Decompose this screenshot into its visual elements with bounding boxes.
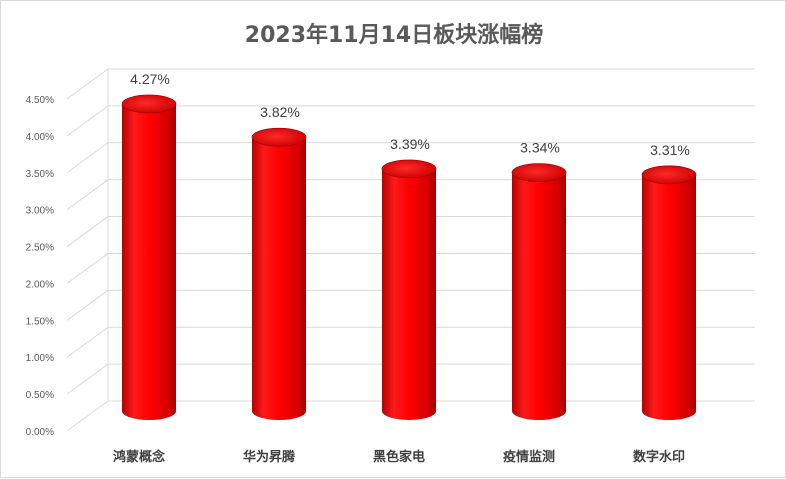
y-tick-label: 1.50% [26,316,54,327]
gridline-diagonal [66,142,109,174]
bar-body [382,168,436,420]
gridline-diagonal [66,363,109,395]
bar-body [252,137,306,420]
gridline-diagonal [66,216,109,247]
bar-cap [511,163,567,182]
gridline-diagonal [66,105,109,137]
y-tick-label: 4.00% [26,132,54,143]
bar [121,94,177,421]
bar [511,163,567,420]
y-tick-label: 3.50% [26,169,54,180]
bar-cap [641,165,697,185]
value-label: 3.39% [390,136,430,152]
gridline-diagonal [66,179,109,211]
y-axis-ticks: 0.00% 0.50% 1.00% 1.50% 2.00% 2.50% 3.00% 3.50%… [26,95,54,438]
category-labels: 鸿蒙概念 华为昇腾 黑色家电 疫情监测 数字水印 [113,449,685,465]
gridline-diagonal [66,253,109,284]
category-label: 数字水印 [633,449,685,465]
gridline-diagonal [66,400,109,432]
bar-cap [251,127,307,147]
y-tick-label: 4.50% [26,95,54,106]
y-tick-label: 2.50% [26,243,54,254]
bar-cap [121,94,177,114]
category-label: 疫情监测 [503,449,555,465]
y-tick-label: 0.00% [26,427,54,438]
bars [121,94,697,421]
bar-body [642,174,696,420]
y-tick-label: 0.50% [26,390,54,401]
category-label: 鸿蒙概念 [113,449,165,465]
value-label: 3.82% [260,104,300,120]
value-label: 3.31% [650,142,690,158]
category-label: 华为昇腾 [243,449,296,465]
category-label: 黑色家电 [373,449,425,465]
y-tick-label: 2.00% [26,279,54,290]
gridline-diagonal [66,326,109,358]
value-labels: 4.27% 3.82% 3.39% 3.34% 3.31% [130,71,690,158]
gridline-diagonal [66,68,109,100]
bar [381,159,437,420]
value-label: 4.27% [130,71,170,87]
value-label: 3.34% [520,140,560,156]
y-tick-label: 1.00% [26,353,54,364]
bar [251,127,307,420]
bar-body [512,172,566,420]
y-tick-label: 3.00% [26,206,54,217]
gridline-diagonal [66,289,109,321]
bar-cap [381,159,437,179]
chart-title: 2023年11月14日板块涨幅榜 [245,22,543,48]
bar-body [122,103,176,421]
bar [641,165,697,420]
